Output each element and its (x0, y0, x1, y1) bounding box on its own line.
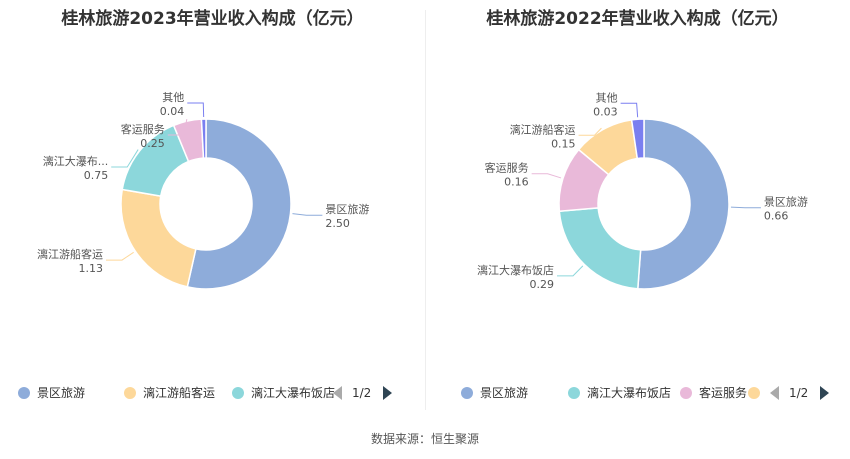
label-leader-line (292, 213, 323, 216)
legend-label: 漓江大瀑布饭店 (251, 386, 336, 400)
slice-value-label: 0.25 (140, 137, 165, 150)
legend-marker (18, 387, 30, 399)
panel-divider (425, 10, 426, 410)
slice-value-label: 0.75 (84, 169, 109, 182)
chart-title: 桂林旅游2023年营业收入构成（亿元） (61, 9, 364, 29)
pie-slice[interactable] (120, 188, 197, 288)
pie-slice[interactable] (558, 207, 642, 290)
legend-marker (680, 387, 692, 399)
pie-slice[interactable] (630, 118, 645, 160)
legend-label: 漓江大瀑布饭店 (587, 386, 672, 400)
label-leader-line (111, 149, 139, 168)
label-leader-line (578, 127, 602, 136)
slice-value-label: 0.16 (504, 176, 529, 189)
pie-slice[interactable] (200, 118, 207, 159)
slice-value-label: 0.66 (764, 210, 789, 223)
slice-label: 景区旅游 (325, 202, 369, 216)
legend-label: 漓江游船客运 (143, 386, 216, 400)
label-leader-line (531, 173, 562, 179)
label-leader-line (187, 102, 205, 118)
slice-label: 客运服务 (485, 161, 529, 175)
chart-panel-2022: 桂林旅游2022年营业收入构成（亿元） 景区旅游 0.66 漓江大瀑布饭店 0.29 客… (425, 0, 850, 420)
label-leader-line (557, 265, 584, 277)
label-leader-line (620, 102, 639, 118)
slice-label: 漓江游船客运 (510, 122, 576, 136)
slice-value-label: 0.03 (593, 105, 618, 118)
slice-label: 漓江大瀑布... (43, 154, 109, 168)
slice-label: 客运服务 (121, 122, 165, 136)
pie-slice[interactable] (186, 118, 292, 290)
legend-page-indicator: 1/2 (789, 386, 809, 400)
slice-label: 漓江大瀑布饭店 (477, 263, 554, 277)
legend-label: 景区旅游 (37, 386, 86, 400)
label-leader-line (730, 206, 761, 209)
legend-next-icon[interactable] (820, 386, 829, 400)
legend-label: 客运服务 (699, 386, 748, 400)
legend-marker (748, 387, 760, 399)
pie-slice[interactable] (636, 118, 730, 290)
slice-value-label: 1.13 (78, 262, 103, 275)
label-leader-line (105, 251, 134, 261)
chart-legend: 景区旅游 漓江大瀑布饭店 客运服务 1/2 (425, 383, 850, 403)
slice-value-label: 0.29 (530, 278, 555, 291)
legend-marker (232, 387, 244, 399)
chart-panel-2023: 桂林旅游2023年营业收入构成（亿元） 景区旅游 2.50 漓江游船客运 1.13 漓江… (0, 0, 425, 420)
slice-value-label: 0.04 (160, 105, 185, 118)
legend-page-indicator: 1/2 (352, 386, 372, 400)
chart-title: 桂林旅游2022年营业收入构成（亿元） (486, 9, 789, 29)
slice-value-label: 2.50 (325, 217, 350, 230)
legend-marker (124, 387, 136, 399)
chart-legend: 景区旅游 漓江游船客运 漓江大瀑布饭店 1/2 (0, 383, 425, 403)
slice-value-label: 0.15 (551, 137, 576, 150)
slice-label: 其他 (596, 91, 618, 104)
label-leader-line (167, 119, 188, 136)
legend-label: 景区旅游 (480, 386, 529, 400)
legend-prev-icon[interactable] (333, 386, 342, 400)
legend-marker (568, 387, 580, 399)
slice-label: 漓江游船客运 (37, 247, 103, 261)
slice-label: 其他 (162, 91, 184, 104)
legend-next-icon[interactable] (383, 386, 392, 400)
slice-label: 景区旅游 (764, 195, 808, 209)
data-source: 数据来源：恒生聚源 (370, 432, 479, 446)
legend-prev-icon[interactable] (770, 386, 779, 400)
legend-marker (461, 387, 473, 399)
